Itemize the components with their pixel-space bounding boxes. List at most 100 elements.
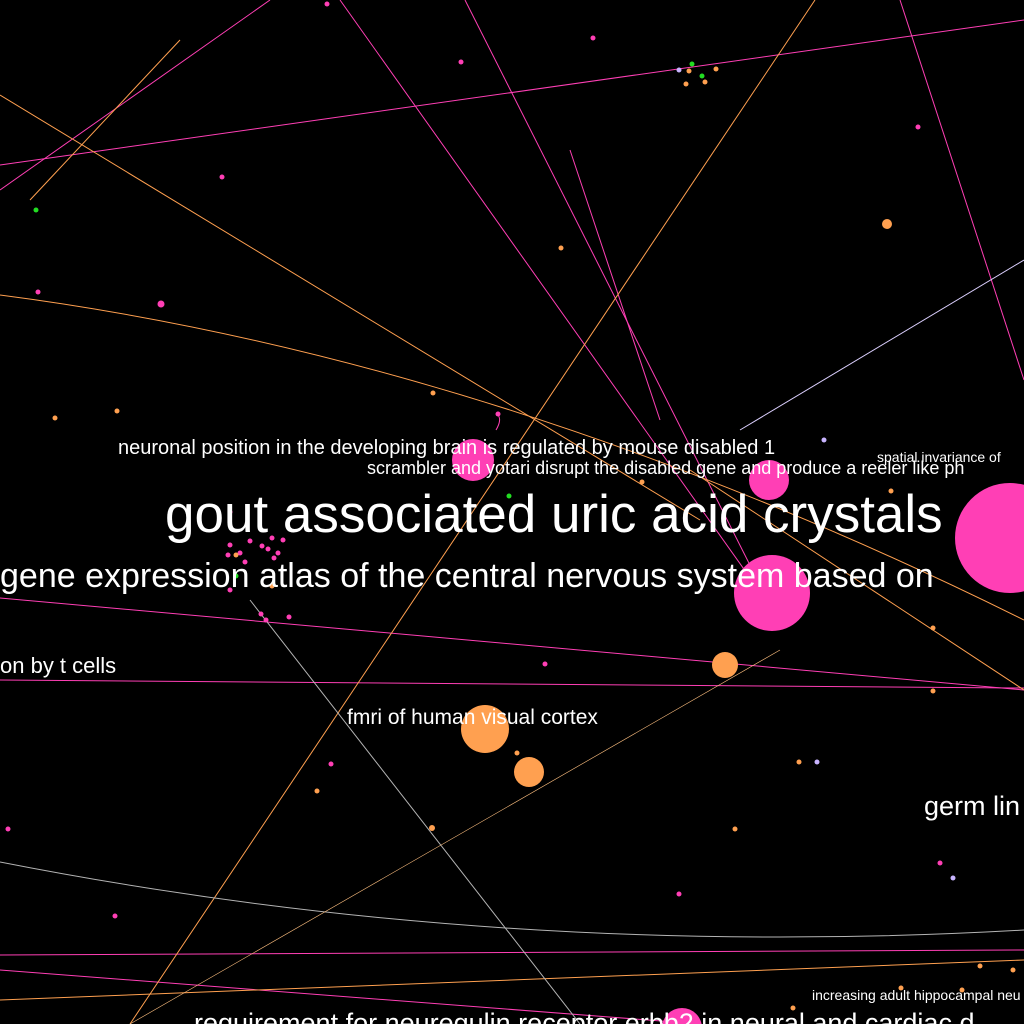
graph-node[interactable] <box>233 573 239 579</box>
graph-node[interactable] <box>930 625 936 631</box>
graph-edge <box>29 39 181 201</box>
graph-node[interactable] <box>1010 967 1016 973</box>
graph-node[interactable] <box>514 757 544 787</box>
graph-node[interactable] <box>732 826 738 832</box>
graph-node[interactable] <box>662 1008 702 1024</box>
graph-node[interactable] <box>898 985 904 991</box>
graph-node[interactable] <box>790 1005 796 1011</box>
graph-node[interactable] <box>237 550 243 556</box>
graph-node[interactable] <box>796 759 802 765</box>
graph-node[interactable] <box>280 537 286 543</box>
graph-node[interactable] <box>458 59 464 65</box>
graph-node[interactable] <box>461 705 509 753</box>
graph-edge <box>464 0 761 586</box>
graph-node[interactable] <box>52 415 58 421</box>
graph-node[interactable] <box>271 555 277 561</box>
graph-node[interactable] <box>699 73 705 79</box>
graph-node[interactable] <box>328 761 334 767</box>
graph-node[interactable] <box>33 207 39 213</box>
graph-edge <box>0 94 701 521</box>
graph-node[interactable] <box>702 79 708 85</box>
graph-node[interactable] <box>269 535 275 541</box>
graph-node[interactable] <box>495 411 501 417</box>
graph-node[interactable] <box>227 587 233 593</box>
graph-node[interactable] <box>888 488 894 494</box>
graph-node[interactable] <box>324 1 330 7</box>
graph-node[interactable] <box>219 174 225 180</box>
graph-node[interactable] <box>915 124 921 130</box>
graph-node[interactable] <box>114 408 120 414</box>
graph-node[interactable] <box>713 66 719 72</box>
graph-node[interactable] <box>930 688 936 694</box>
graph-node[interactable] <box>686 68 692 74</box>
graph-node[interactable] <box>429 825 435 831</box>
node-label: requirement for neuregulin receptor erbb… <box>194 1008 975 1024</box>
node-layer <box>5 1 1024 1024</box>
node-label: fmri of human visual cortex <box>347 706 598 729</box>
graph-edge <box>739 259 1024 431</box>
graph-node[interactable] <box>950 875 956 881</box>
graph-node[interactable] <box>286 614 292 620</box>
graph-edge <box>0 969 701 1024</box>
graph-node[interactable] <box>430 390 436 396</box>
graph-node[interactable] <box>263 617 269 623</box>
graph-node[interactable] <box>452 439 494 481</box>
graph-node[interactable] <box>259 543 265 549</box>
graph-node[interactable] <box>821 437 827 443</box>
graph-node[interactable] <box>959 987 965 993</box>
graph-node[interactable] <box>676 67 682 73</box>
graph-node[interactable] <box>542 661 548 667</box>
node-label: spatial invariance of <box>877 449 1001 465</box>
graph-node[interactable] <box>734 555 810 631</box>
graph-edge <box>129 649 781 1024</box>
graph-node[interactable] <box>269 583 275 589</box>
node-label: on by t cells <box>0 653 117 678</box>
graph-node[interactable] <box>227 509 233 515</box>
graph-node[interactable] <box>712 652 738 678</box>
graph-node[interactable] <box>955 483 1024 593</box>
node-label: neuronal position in the developing brai… <box>118 437 776 459</box>
graph-node[interactable] <box>227 542 233 548</box>
graph-edge <box>0 597 1024 691</box>
graph-node[interactable] <box>265 546 271 552</box>
graph-edge <box>0 294 1024 621</box>
node-label: scrambler and yotari disrupt the disable… <box>367 458 965 478</box>
graph-node[interactable] <box>977 963 983 969</box>
graph-node[interactable] <box>689 61 695 67</box>
graph-node[interactable] <box>258 611 264 617</box>
graph-node[interactable] <box>749 460 789 500</box>
graph-node[interactable] <box>35 289 41 295</box>
graph-edge <box>689 469 1024 691</box>
graph-node[interactable] <box>590 35 596 41</box>
graph-node[interactable] <box>514 750 520 756</box>
graph-node[interactable] <box>5 826 11 832</box>
graph-node[interactable] <box>314 788 320 794</box>
graph-node[interactable] <box>676 891 682 897</box>
graph-edge <box>339 0 781 621</box>
graph-edge <box>569 149 661 421</box>
graph-node[interactable] <box>882 219 892 229</box>
node-label: increasing adult hippocampal neu <box>812 987 1021 1003</box>
graph-node[interactable] <box>157 300 165 308</box>
graph-node[interactable] <box>275 550 281 556</box>
graph-node[interactable] <box>506 493 512 499</box>
graph-edge <box>249 599 581 1024</box>
graph-edge <box>495 414 501 431</box>
graph-node[interactable] <box>683 81 689 87</box>
graph-edge <box>0 959 1024 1001</box>
graph-node[interactable] <box>937 860 943 866</box>
graph-node[interactable] <box>225 552 231 558</box>
graph-edge <box>129 0 816 1024</box>
graph-node[interactable] <box>558 245 564 251</box>
graph-edge <box>899 0 1024 381</box>
graph-node[interactable] <box>247 538 253 544</box>
graph-node[interactable] <box>639 479 645 485</box>
graph-node[interactable] <box>814 759 820 765</box>
graph-node[interactable] <box>233 552 239 558</box>
graph-node[interactable] <box>242 559 248 565</box>
node-label: gout associated uric acid crystals <box>165 485 943 544</box>
graph-node[interactable] <box>112 913 118 919</box>
